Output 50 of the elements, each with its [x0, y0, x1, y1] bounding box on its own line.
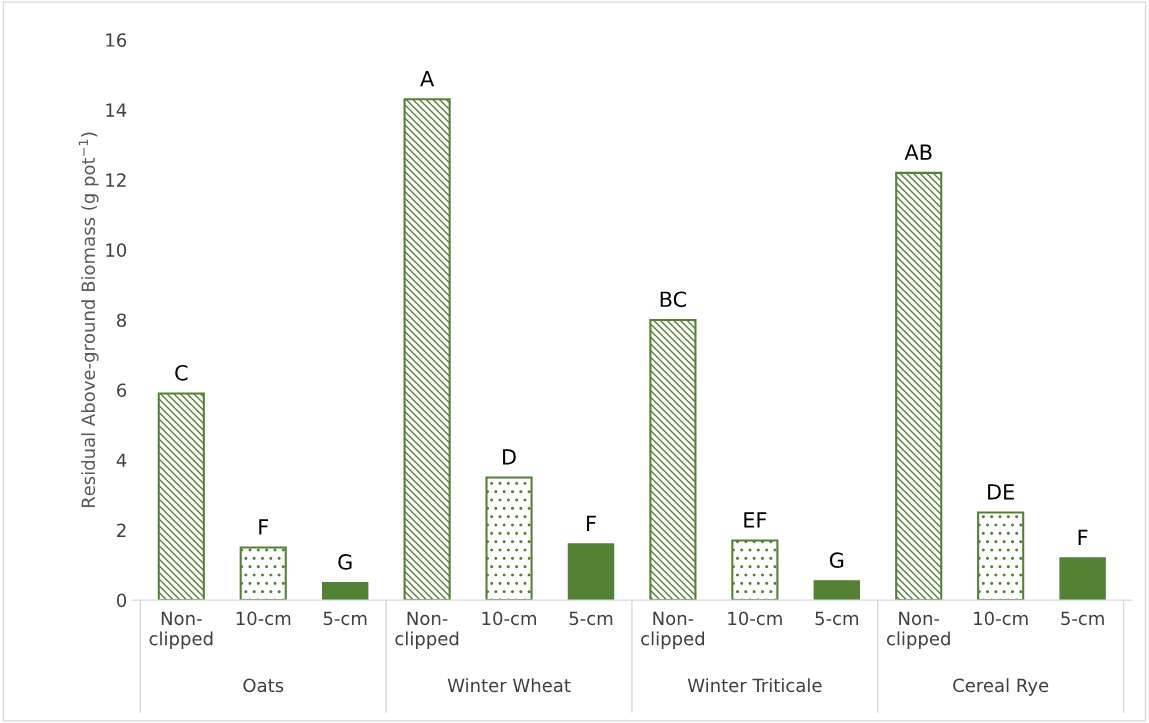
data-label: DE: [988, 484, 1014, 500]
y-tick-label: 0: [116, 593, 127, 608]
data-label: F: [587, 515, 596, 531]
y-axis-title: Residual Above-ground Biomass (g pot$^{−1}$): [78, 132, 99, 508]
x-tick-label: Non- clipped: [395, 611, 459, 649]
x-tick-label: 5-cm: [1061, 611, 1104, 626]
data-label: BC: [660, 291, 687, 308]
bar: [403, 98, 451, 601]
x-tick-label: 10-cm: [482, 611, 537, 626]
data-label: F: [259, 519, 269, 535]
x-tick-label: 10-cm: [236, 611, 291, 626]
y-tick-label: 12: [106, 173, 126, 187]
data-label: G: [338, 554, 352, 570]
data-label: C: [175, 364, 188, 381]
text: Cereal Rye: [953, 678, 1049, 696]
x-tick-label: 10-cm: [728, 611, 782, 626]
text: Winter Wheat: [447, 678, 571, 693]
bar: [239, 546, 287, 601]
bar: [157, 392, 205, 601]
y-tick-label: 14: [106, 103, 127, 117]
x-tick-label: Non- clipped: [149, 611, 213, 649]
bar: [731, 539, 779, 601]
data-label: D: [503, 449, 516, 465]
x-tick-label: Non- clipped: [887, 611, 950, 649]
data-label: AB: [904, 144, 932, 160]
text: Oats: [243, 678, 284, 693]
bar: [485, 476, 533, 601]
y-tick-label: 6: [117, 383, 127, 398]
data-label: EF: [744, 512, 767, 528]
bar: [895, 171, 943, 601]
bar: [813, 580, 861, 601]
data-label: F: [1078, 529, 1088, 545]
x-tick-label: 5-cm: [815, 611, 859, 626]
y-tick-label: 10: [106, 243, 127, 257]
data-label: A: [420, 71, 435, 87]
data-label: G: [829, 552, 844, 569]
y-tick-label: 8: [117, 313, 127, 328]
y-tick-label: 16: [106, 33, 127, 47]
x-tick-label: 5-cm: [569, 611, 613, 626]
bar: [1059, 557, 1106, 601]
x-tick-label: 10-cm: [974, 611, 1028, 626]
y-tick-label: 2: [117, 523, 126, 537]
x-tick-label: Non- clipped: [641, 611, 704, 649]
y-tick-label: 4: [116, 453, 127, 467]
bar: [321, 581, 369, 601]
x-tick-label: 5-cm: [323, 611, 367, 626]
text: Winter Triticale: [687, 678, 822, 693]
bar: [649, 318, 697, 601]
bar: [977, 511, 1025, 601]
bar: [567, 543, 615, 601]
